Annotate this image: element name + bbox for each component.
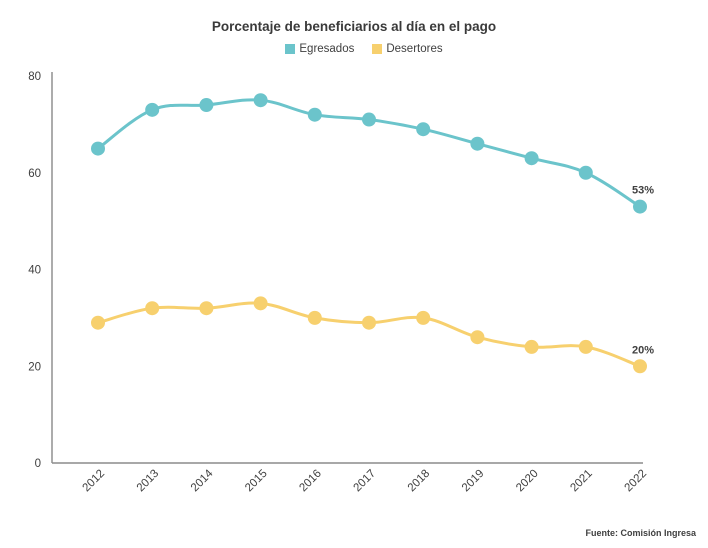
y-tick-label: 40 <box>28 265 41 277</box>
series-line-desertores <box>96 301 642 368</box>
x-tick-label: 2022 <box>623 468 650 495</box>
data-point-egresados-2022 <box>633 199 647 214</box>
y-tick-label: 80 <box>28 71 41 83</box>
x-tick-label: 2016 <box>297 468 324 495</box>
data-point-egresados-2014 <box>199 98 214 113</box>
series-layer <box>91 93 647 374</box>
legend-item-desertores[interactable]: Desertores <box>372 43 443 55</box>
legend-item-egresados[interactable]: Egresados <box>285 43 354 55</box>
data-point-egresados-2012 <box>91 141 105 156</box>
data-point-desertores-2016 <box>307 310 322 325</box>
x-tick-label: 2017 <box>352 468 379 495</box>
data-label-desertores: 20% <box>632 344 654 356</box>
data-point-desertores-2018 <box>416 310 431 325</box>
data-point-desertores-2013 <box>145 301 160 316</box>
data-point-desertores-2021 <box>578 339 593 354</box>
data-point-egresados-2021 <box>578 165 593 180</box>
legend-swatch-desertores <box>372 44 383 54</box>
x-tick-label: 2020 <box>514 468 541 495</box>
data-point-desertores-2014 <box>199 301 214 316</box>
legend-label-desertores: Desertores <box>386 43 443 55</box>
data-point-desertores-2022 <box>633 359 647 374</box>
data-point-desertores-2019 <box>470 330 485 345</box>
chart-title: Porcentaje de beneficiarios al día en el… <box>211 19 497 34</box>
x-tick-label: 2019 <box>460 468 487 495</box>
source-note: Fuente: Comisión Ingresa <box>585 528 696 538</box>
x-tick-label: 2013 <box>135 468 162 495</box>
data-point-desertores-2012 <box>91 315 105 330</box>
x-tick-label: 2015 <box>243 468 270 495</box>
data-point-egresados-2013 <box>145 102 160 117</box>
labels-layer: 53% 20% <box>632 185 654 357</box>
legend: Egresados Desertores <box>0 43 708 55</box>
data-point-desertores-2015 <box>253 296 268 311</box>
y-tick-label: 60 <box>28 168 41 180</box>
data-point-egresados-2019 <box>470 136 485 151</box>
data-point-egresados-2015 <box>253 93 268 108</box>
data-point-egresados-2017 <box>362 112 376 127</box>
legend-label-egresados: Egresados <box>299 43 355 55</box>
legend-swatch-egresados <box>285 44 296 54</box>
y-tick-label: 0 <box>35 458 41 470</box>
y-tick-label: 20 <box>28 361 41 373</box>
data-label-egresados: 53% <box>632 185 654 197</box>
data-point-desertores-2017 <box>362 315 376 330</box>
x-tick-label: 2018 <box>406 468 433 495</box>
data-point-egresados-2016 <box>307 107 322 122</box>
axes: 0 20 40 60 80 2012 2013 2014 2015 2016 2017 2018 201… <box>28 71 649 494</box>
data-point-desertores-2020 <box>524 339 539 354</box>
x-tick-label: 2012 <box>81 468 108 495</box>
data-point-egresados-2020 <box>524 151 539 166</box>
x-tick-label: 2021 <box>568 468 595 495</box>
x-tick-label: 2014 <box>189 467 216 494</box>
data-point-egresados-2018 <box>416 122 431 137</box>
